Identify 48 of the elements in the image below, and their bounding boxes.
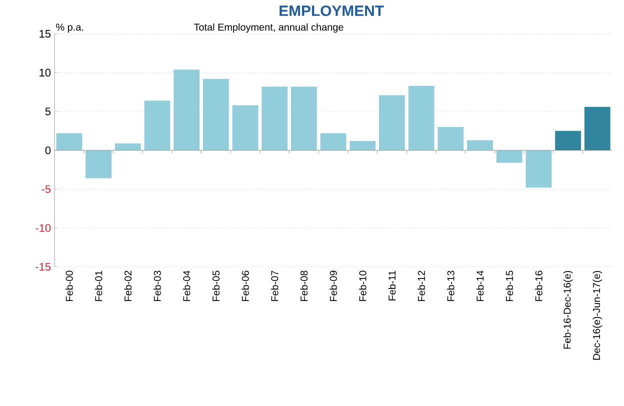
x-tick-label: Feb-06 [242, 270, 249, 301]
y-tick-label: 5 [45, 108, 51, 116]
x-tick-label: Feb-00 [66, 270, 73, 301]
y-tick-label: -15 [36, 262, 51, 271]
bar [114, 143, 141, 150]
x-tick-label: Feb-05 [212, 270, 220, 301]
x-tick-label: Feb-12 [418, 270, 425, 301]
x-tick-label: Feb-08 [300, 270, 308, 301]
bar [408, 86, 434, 150]
y-tick-label: 0 [45, 146, 51, 154]
x-tick-label: Feb-16 [535, 270, 542, 301]
x-tick-label: Feb-04 [182, 270, 190, 301]
bar [174, 69, 200, 150]
y-tick-label: 10 [40, 68, 51, 76]
bar [144, 100, 170, 150]
x-tick-label: Feb-13 [447, 270, 454, 301]
x-tick-label: Feb-09 [330, 270, 337, 301]
x-tick-label: Dec-16(e)-Jun-17(e) [592, 270, 602, 360]
bar [379, 95, 405, 150]
x-tick-label: Feb-11 [388, 270, 396, 300]
bar [526, 150, 552, 188]
chart-title: EMPLOYMENT [280, 5, 384, 16]
x-tick-label: Feb-10 [358, 270, 366, 301]
bar [584, 106, 610, 150]
x-tick-label: Feb-15 [506, 270, 514, 301]
x-tick-label: Feb-07 [270, 270, 278, 301]
bar [555, 130, 581, 150]
y-axis-title: % p.a. [56, 24, 84, 33]
bar [438, 126, 464, 150]
bar [56, 133, 82, 150]
bar [291, 86, 317, 150]
x-tick-label: Feb-14 [476, 270, 484, 301]
y-tick-label: 15 [40, 30, 51, 38]
bar [496, 150, 522, 163]
x-tick-label: Feb-02 [124, 270, 132, 301]
bar [262, 86, 288, 150]
y-tick-label: -5 [42, 185, 51, 193]
bar [467, 140, 493, 150]
bar [350, 140, 376, 150]
bar [202, 78, 229, 150]
bar [320, 133, 346, 150]
x-tick-label: Feb-16-Dec-16(e) [563, 270, 573, 349]
x-tick-label: Feb-01 [94, 270, 102, 301]
bar [232, 105, 258, 150]
bar [86, 150, 112, 178]
x-tick-label: Feb-03 [154, 270, 161, 301]
y-tick-label: -10 [36, 224, 51, 232]
chart-subtitle: Total Employment, annual change [194, 23, 344, 33]
